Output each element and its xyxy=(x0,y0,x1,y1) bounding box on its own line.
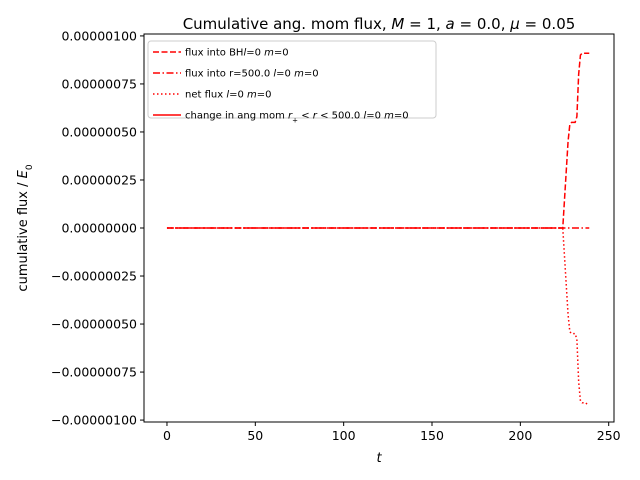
y-tick-label: 0.00000075 xyxy=(61,76,137,91)
x-tick-label: 150 xyxy=(420,428,444,443)
y-tick-label: −0.00000075 xyxy=(51,365,137,380)
y-tick-label: 0.00000000 xyxy=(61,221,137,236)
legend: flux into BHl=0 m=0 flux into r=500.0 l=0… xyxy=(147,40,437,125)
plot-area-frame xyxy=(143,33,615,423)
legend-label-2: flux into r=500.0 l=0 m=0 xyxy=(185,69,319,80)
y-axis-ticks: −0.00000100 −0.00000075 −0.00000050 −0.0000… xyxy=(51,28,144,428)
legend-box xyxy=(147,40,437,119)
y-tick-label: −0.00000025 xyxy=(51,269,137,284)
y-tick-label: −0.00000050 xyxy=(51,317,137,332)
series-line-3 xyxy=(166,227,589,406)
legend-label-3: net flux l=0 m=0 xyxy=(185,90,272,101)
legend-label-1: flux into BHl=0 m=0 xyxy=(185,48,289,59)
x-tick-label: 0 xyxy=(163,428,171,443)
y-tick-label: −0.00000100 xyxy=(51,413,137,428)
y-axis-label: cumulative flux / E0 xyxy=(16,164,35,291)
x-tick-label: 100 xyxy=(332,428,356,443)
x-tick-label: 200 xyxy=(508,428,532,443)
x-tick-label: 250 xyxy=(597,428,621,443)
x-axis-label: t xyxy=(376,451,382,466)
x-axis-ticks: 0 50 100 150 200 250 xyxy=(163,422,621,443)
legend-label-4: change in ang mom r+ < r < 500.0 l=0 m=0 xyxy=(185,111,409,125)
y-tick-label: 0.00000100 xyxy=(61,28,137,43)
series-layer xyxy=(166,52,590,406)
x-tick-label: 50 xyxy=(247,428,263,443)
y-tick-label: 0.00000025 xyxy=(61,172,137,187)
chart-title: Cumulative ang. mom flux, M = 1, a = 0.0… xyxy=(183,15,576,33)
y-tick-label: 0.00000050 xyxy=(61,124,137,139)
